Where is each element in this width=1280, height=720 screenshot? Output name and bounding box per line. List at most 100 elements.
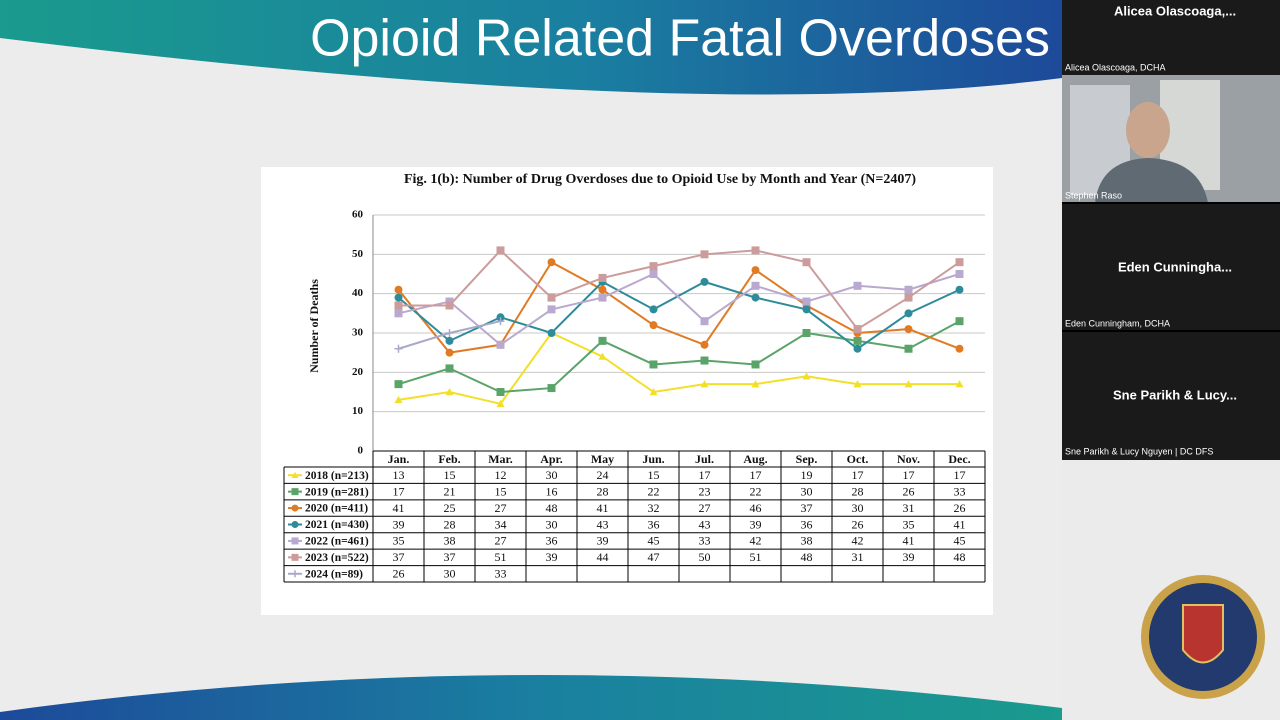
table-value: 15 [648, 468, 660, 482]
table-value: 39 [393, 517, 405, 531]
marker [955, 285, 964, 294]
x-tick-label: Feb. [438, 452, 460, 466]
marker [904, 344, 913, 353]
marker [751, 360, 760, 369]
marker [649, 321, 658, 330]
table-value: 32 [648, 501, 660, 515]
marker [394, 301, 403, 310]
marker [496, 388, 505, 396]
marker [547, 293, 556, 302]
marker [598, 352, 607, 360]
participant-caption: Sne Parikh & Lucy Nguyen | DC DFS [1065, 446, 1213, 456]
y-tick-label: 0 [358, 445, 364, 457]
marker [955, 344, 964, 353]
marker [445, 348, 454, 357]
table-value: 38 [444, 534, 456, 548]
marker [751, 281, 760, 290]
table-value: 30 [546, 468, 558, 482]
marker [291, 471, 299, 479]
y-tick-label: 10 [352, 405, 364, 417]
table-value: 17 [903, 468, 915, 482]
table-value: 16 [546, 484, 558, 498]
table-value: 12 [495, 468, 507, 482]
table-value: 28 [597, 484, 609, 498]
marker [904, 309, 913, 318]
y-tick-label: 50 [352, 248, 364, 260]
y-tick-label: 20 [352, 366, 364, 378]
table-value: 41 [597, 501, 609, 515]
marker [496, 246, 505, 255]
marker [700, 277, 709, 286]
participant-caption: Alicea Olascoaga, DCHA [1065, 62, 1166, 72]
y-tick-label: 40 [352, 287, 364, 299]
table-value: 46 [750, 501, 762, 515]
marker [751, 266, 760, 275]
table-value: 22 [648, 484, 660, 498]
marker [394, 380, 403, 389]
slide-title: Opioid Related Fatal Overdoses [310, 10, 1050, 68]
table-value: 21 [444, 484, 456, 498]
table-value: 48 [954, 550, 966, 564]
table-value: 36 [546, 534, 558, 548]
marker [496, 317, 505, 326]
table-value: 33 [699, 534, 711, 548]
table-value: 13 [393, 468, 405, 482]
table-value: 17 [750, 468, 762, 482]
chart-title: Fig. 1(b): Number of Drug Overdoses due … [404, 172, 916, 187]
table-value: 48 [801, 550, 813, 564]
table-value: 30 [444, 567, 456, 581]
table-value: 35 [903, 517, 915, 531]
marker [751, 293, 760, 302]
table-value: 17 [954, 468, 966, 482]
marker [955, 258, 964, 267]
table-value: 39 [546, 550, 558, 564]
marker [291, 570, 299, 578]
table-value: 42 [852, 534, 864, 548]
marker [700, 356, 709, 365]
marker [649, 388, 658, 396]
table-value: 27 [699, 501, 711, 515]
marker [955, 270, 964, 278]
table-value: 23 [699, 484, 711, 498]
table-value: 43 [597, 517, 609, 531]
series-line [397, 260, 960, 354]
participant-caption: Stephen Raso [1065, 190, 1122, 200]
table-value: 22 [750, 484, 762, 498]
table-value: 45 [954, 534, 966, 548]
table-value: 37 [393, 550, 405, 564]
marker [853, 325, 862, 334]
marker [547, 305, 556, 314]
marker [496, 399, 505, 407]
marker [598, 336, 607, 345]
y-tick-label: 30 [352, 327, 364, 339]
x-tick-label: Sep. [796, 452, 818, 466]
marker [394, 293, 403, 302]
table-value: 41 [903, 534, 915, 548]
table-value: 17 [393, 484, 405, 498]
video-person-head [1126, 102, 1170, 158]
table-value: 42 [750, 534, 762, 548]
marker [751, 380, 760, 388]
marker [598, 285, 607, 294]
participant-name: Sne Parikh & Lucy... [1113, 387, 1237, 402]
marker [598, 293, 607, 302]
x-tick-label: Oct. [847, 452, 869, 466]
table-value: 25 [444, 501, 456, 515]
table-value: 24 [597, 468, 609, 482]
table-value: 50 [699, 550, 711, 564]
marker [291, 553, 299, 561]
x-tick-label: Aug. [743, 452, 767, 466]
marker [291, 488, 299, 496]
y-axis-label: Number of Deaths [307, 279, 321, 373]
marker [700, 317, 709, 326]
x-tick-label: Apr. [540, 452, 563, 466]
participant-caption: Eden Cunningham, DCHA [1065, 318, 1170, 328]
marker [547, 384, 556, 393]
table-value: 45 [648, 534, 660, 548]
series-line [398, 272, 960, 347]
slide-footer [0, 674, 1062, 720]
marker [802, 258, 811, 267]
marker [853, 336, 862, 345]
series-line [397, 280, 960, 350]
